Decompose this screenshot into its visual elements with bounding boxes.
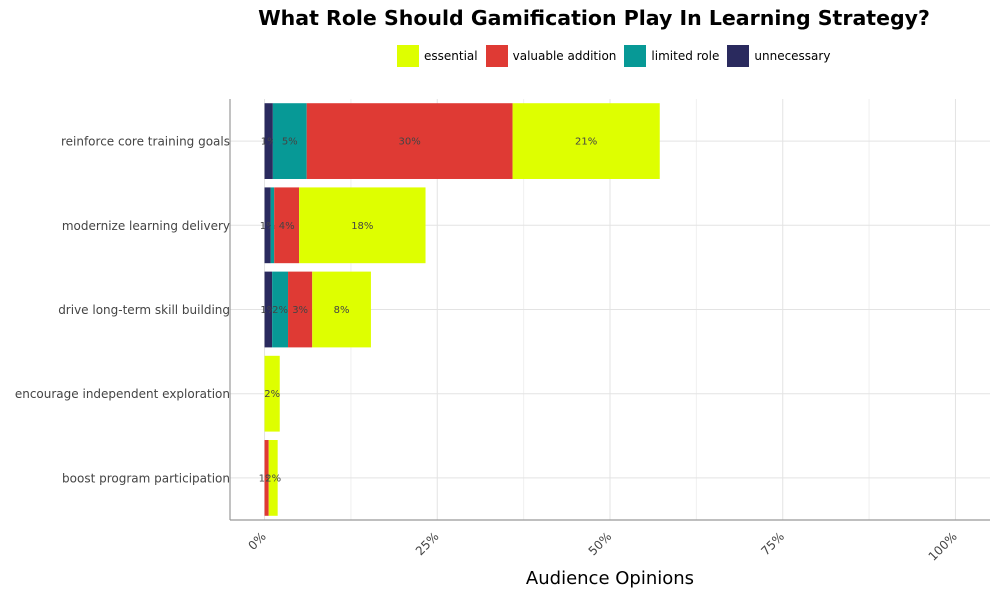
data-label: 18%: [351, 221, 373, 232]
bar-valuable-addition-modernize-learning-delivery: [274, 187, 300, 264]
bar-valuable-addition-boost-program-participation: [264, 440, 269, 516]
data-label: 3%: [292, 305, 308, 316]
bar-unnecessary-reinforce-core-training-goals: [264, 103, 273, 179]
legend-label: limited role: [651, 49, 720, 63]
x-axis-title: Audience Opinions: [525, 568, 695, 589]
y-tick-label: modernize learning delivery: [62, 219, 230, 233]
data-label: 2%: [272, 305, 288, 316]
legend-swatch: [485, 45, 508, 67]
data-label: 30%: [399, 137, 421, 148]
bar-unnecessary-modernize-learning-delivery: [264, 187, 271, 264]
x-tick-label: 0%: [246, 529, 269, 552]
data-label: 8%: [334, 305, 350, 316]
data-label: 2%: [265, 473, 281, 484]
legend-label: essential: [424, 49, 478, 63]
bar-essential-drive-long-term-skill-building: [312, 271, 371, 348]
legend-item-unnecessary: unnecessary: [727, 45, 830, 67]
y-tick-label: encourage independent exploration: [15, 387, 230, 401]
y-tick-label: boost program participation: [62, 471, 230, 485]
legend-swatch: [727, 45, 750, 67]
x-tick-label: 100%: [926, 529, 960, 563]
legend-label: unnecessary: [754, 49, 831, 63]
legend-item-essential: essential: [397, 45, 478, 67]
x-tick-label: 75%: [758, 529, 787, 558]
data-label: 1%: [260, 221, 276, 232]
bar-valuable-addition-drive-long-term-skill-building: [288, 271, 313, 348]
bar-limited-role-drive-long-term-skill-building: [272, 271, 289, 348]
legend-swatch: [624, 45, 647, 67]
data-label: 21%: [575, 137, 597, 148]
legend-swatch: [397, 45, 419, 67]
bar-essential-boost-program-participation: [268, 440, 278, 516]
bar-limited-role-modernize-learning-delivery: [270, 187, 275, 264]
legend-item-valuable-addition: valuable addition: [485, 45, 617, 67]
legend: essential valuable addition limited role un…: [397, 44, 838, 68]
data-label: 1%: [259, 473, 275, 484]
bar-valuable-addition-reinforce-core-training-goals: [306, 103, 513, 179]
data-label: 4%: [279, 221, 295, 232]
data-label: 2%: [264, 389, 280, 400]
legend-label: valuable addition: [512, 49, 617, 63]
y-tick-label: reinforce core training goals: [61, 135, 230, 149]
data-label: 1%: [260, 305, 276, 316]
bar-limited-role-reinforce-core-training-goals: [272, 103, 307, 179]
bar-unnecessary-drive-long-term-skill-building: [264, 271, 273, 348]
data-label: 5%: [282, 137, 298, 148]
bar-essential-encourage-independent-exploration: [264, 355, 280, 432]
x-tick-label: 25%: [413, 529, 442, 558]
bar-essential-modernize-learning-delivery: [299, 187, 426, 264]
bar-essential-reinforce-core-training-goals: [512, 103, 660, 179]
y-tick-label: drive long-term skill building: [58, 303, 230, 317]
chart-title: What Role Should Gamification Play In Le…: [258, 6, 930, 30]
legend-item-limited-role: limited role: [624, 45, 719, 67]
x-tick-label: 50%: [586, 529, 615, 558]
data-label: 1%: [261, 137, 277, 148]
